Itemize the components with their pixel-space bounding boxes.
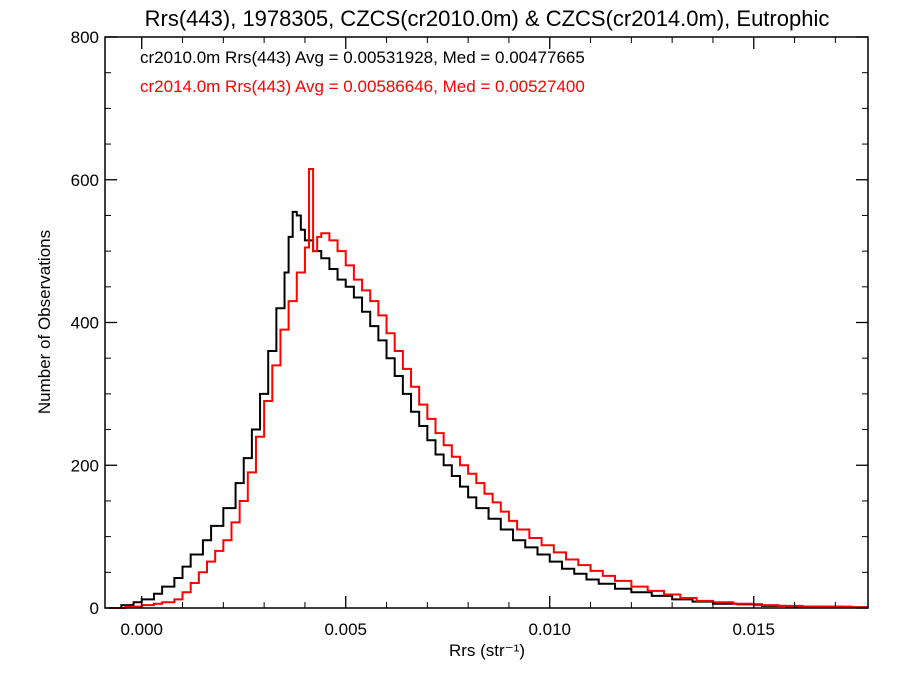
series-line-cr2010-0m bbox=[109, 210, 868, 609]
legend-entry-cr2010: cr2010.0m Rrs(443) Avg = 0.00531928, Med… bbox=[140, 48, 585, 67]
y-tick-label: 600 bbox=[71, 171, 99, 190]
y-tick-label: 200 bbox=[71, 456, 99, 475]
legend-entry-cr2014: cr2014.0m Rrs(443) Avg = 0.00586646, Med… bbox=[140, 77, 585, 96]
y-tick-label: 800 bbox=[71, 28, 99, 47]
x-tick-label: 0.010 bbox=[528, 620, 571, 639]
legend: cr2010.0m Rrs(443) Avg = 0.00531928, Med… bbox=[140, 48, 585, 96]
y-axis-label: Number of Observations bbox=[35, 230, 54, 414]
y-tick-label: 400 bbox=[71, 314, 99, 333]
y-axis: 0 200 400 600 800 bbox=[71, 28, 868, 618]
plot-frame bbox=[104, 36, 869, 609]
y-tick-label: 0 bbox=[90, 599, 99, 618]
x-axis-label: Rrs (str⁻¹) bbox=[449, 641, 525, 660]
x-tick-label: 0.000 bbox=[120, 620, 163, 639]
series-line-cr2014-0m bbox=[109, 168, 868, 609]
x-tick-label: 0.005 bbox=[324, 620, 367, 639]
x-tick-label: 0.015 bbox=[732, 620, 775, 639]
x-axis: 0.000 0.005 0.010 0.015 bbox=[120, 37, 836, 639]
series-layer bbox=[109, 168, 868, 609]
chart-title: Rrs(443), 1978305, CZCS(cr2010.0m) & CZC… bbox=[145, 6, 830, 31]
